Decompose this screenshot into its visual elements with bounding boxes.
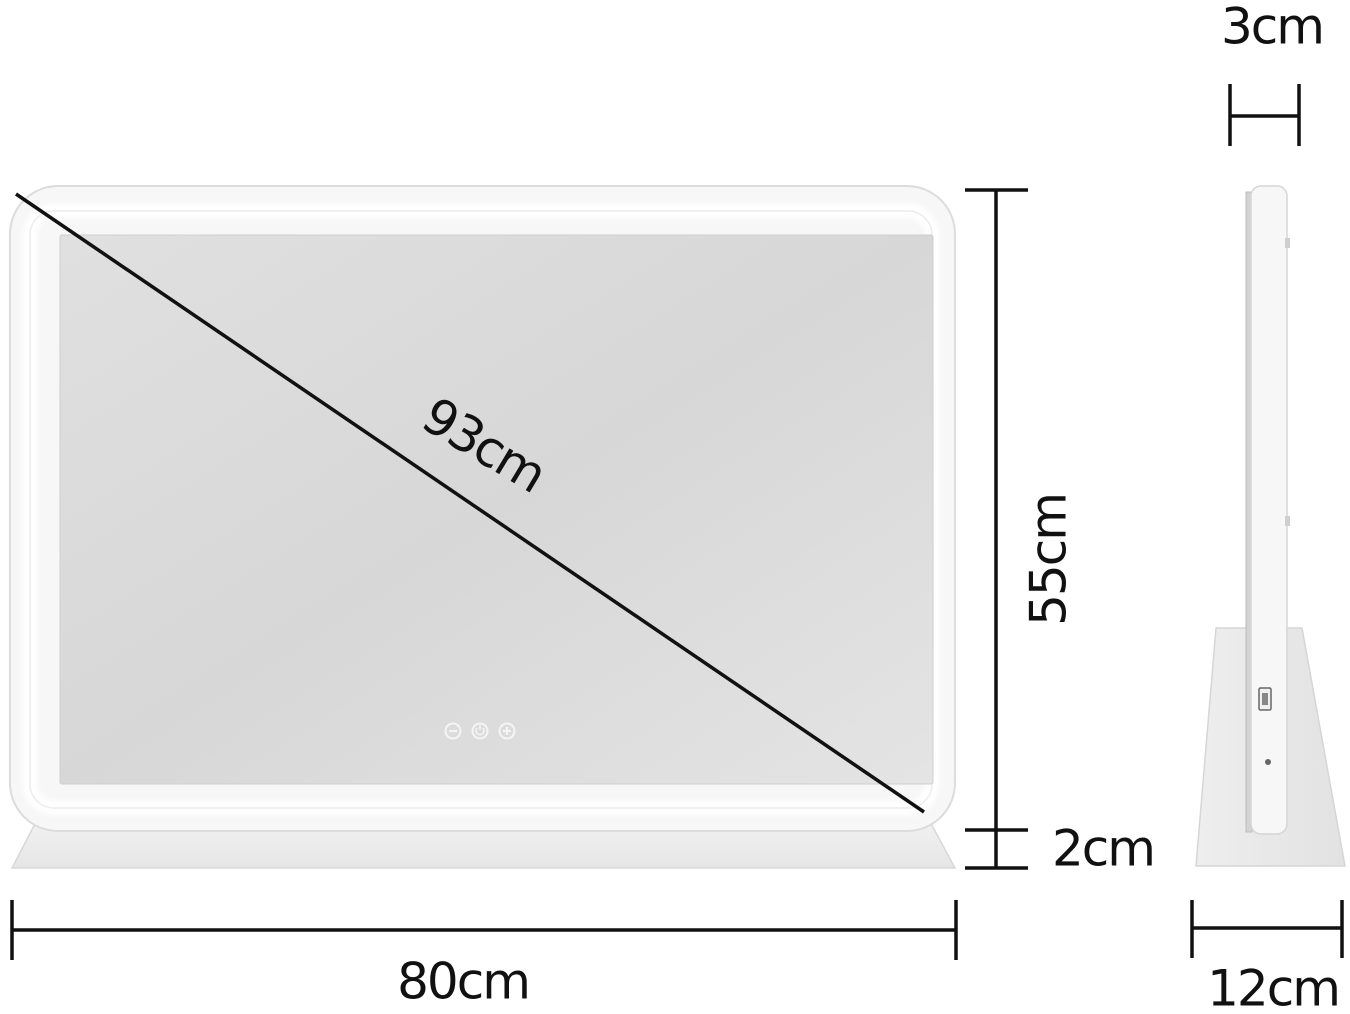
power-jack-icon [1265,759,1271,765]
base-depth-dimension-label: 12cm [1207,960,1339,1014]
power-icon[interactable] [471,722,489,740]
width-dimension [10,900,958,960]
thickness-dimension-label: 3cm [1221,0,1323,56]
diagonal-dimension-line [15,192,925,814]
thickness-dimension [1228,84,1301,146]
minus-icon[interactable] [444,722,462,740]
usb-port-icon [1258,687,1272,711]
plus-icon[interactable] [498,722,516,740]
mirror-glass [59,234,934,785]
height-dimension [965,188,1028,870]
side-frame-edge [1250,185,1288,835]
side-view [1195,185,1346,867]
base-depth-dimension [1190,900,1344,958]
touch-buttons [444,722,516,740]
base-height-label: 2cm [1052,820,1154,878]
height-dimension-label: 55cm [1020,494,1078,626]
width-dimension-label: 80cm [397,953,529,1011]
